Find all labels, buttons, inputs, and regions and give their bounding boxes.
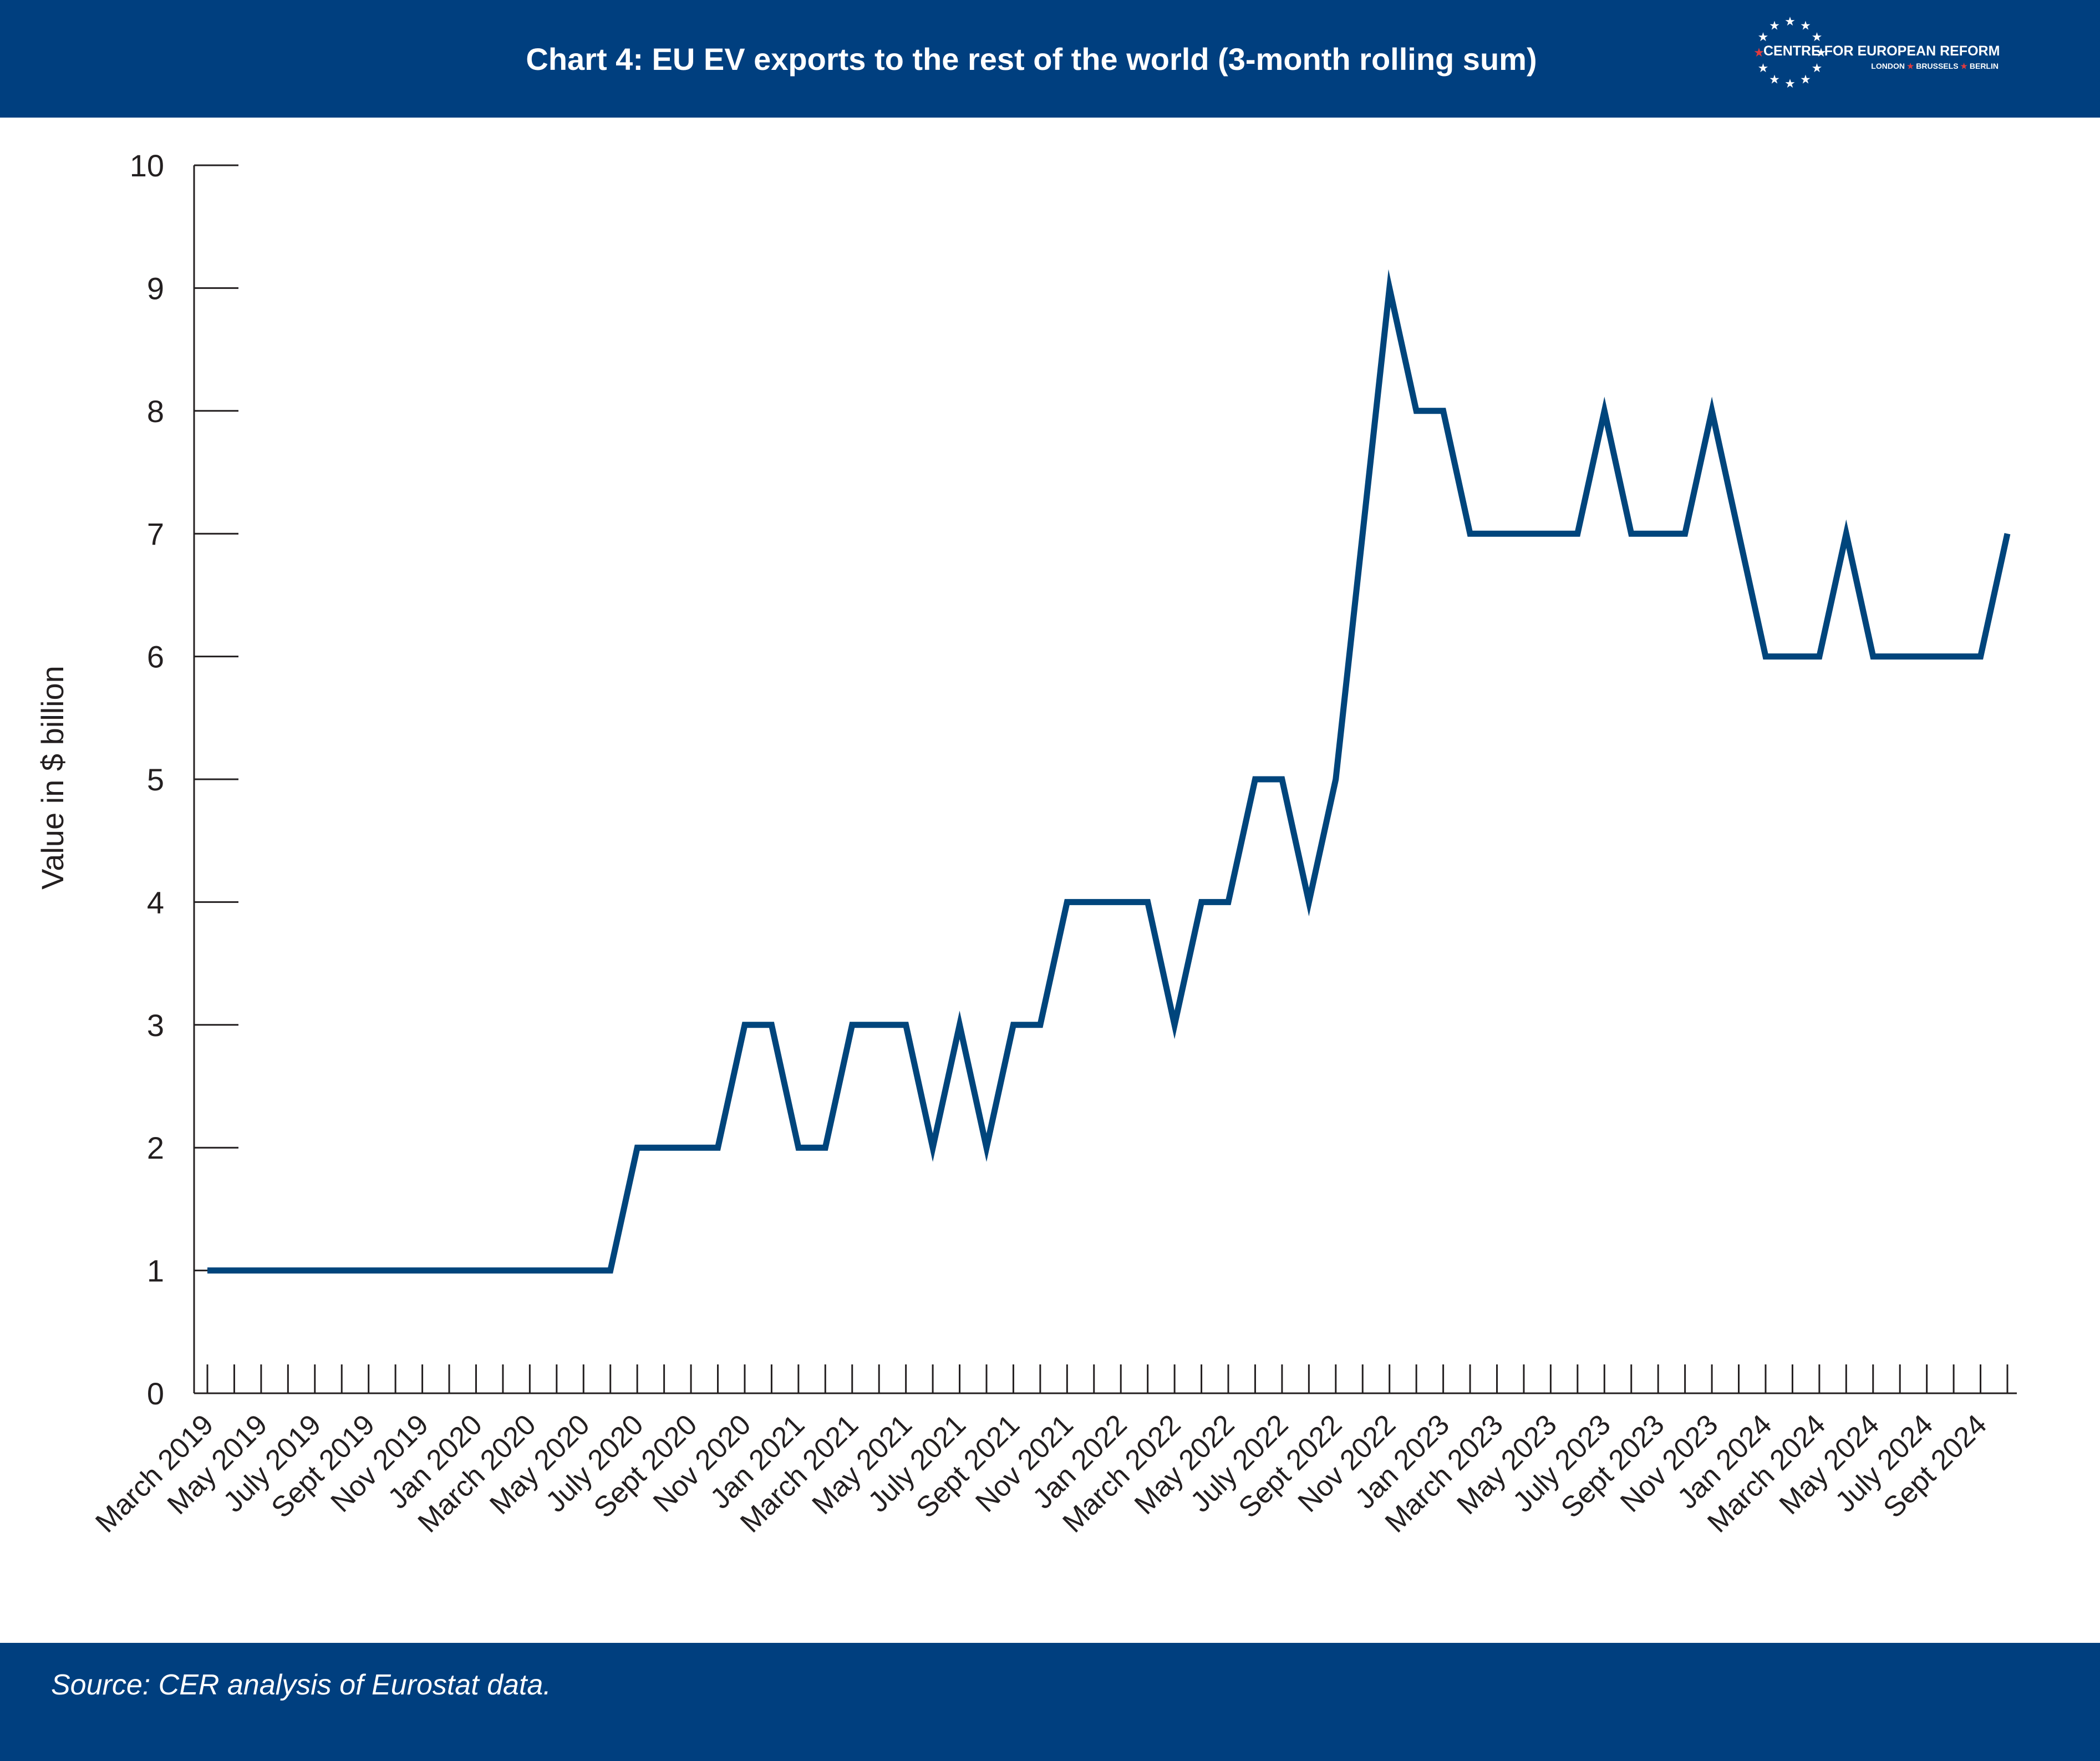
- y-tick-label: 6: [147, 640, 164, 674]
- y-tick-label: 10: [130, 148, 164, 183]
- logo-star-icon: ★: [1769, 19, 1780, 33]
- footer-bar: [0, 1643, 2100, 1761]
- logo-star-icon: ★: [1800, 73, 1811, 87]
- logo-city-london: LONDON: [1871, 62, 1905, 70]
- logo-name: CENTRE FOR EUROPEAN REFORM: [1763, 43, 2000, 59]
- logo-star-icon: ★: [1812, 31, 1823, 44]
- header-bar: [0, 0, 2100, 118]
- y-axis-label: Value in $ billion: [35, 666, 70, 890]
- y-tick-label: 7: [147, 516, 164, 551]
- eu-stars-icon: ★ ★★★★★★★★★★★: [1753, 15, 1827, 91]
- logo-city-berlin: BERLIN: [1970, 62, 1999, 70]
- y-axis: 0 1 2 3 4 5 6 7 8 9 10: [130, 148, 238, 1411]
- y-tick-label: 3: [147, 1008, 164, 1043]
- logo-star-icon: ★: [1784, 77, 1796, 91]
- y-tick-label: 2: [147, 1130, 164, 1165]
- logo-star-icon: ★: [1758, 31, 1769, 44]
- logo-city-brussels: BRUSSELS: [1916, 62, 1958, 70]
- logo-star-icon: ★: [1784, 15, 1796, 29]
- source-note: Source: CER analysis of Eurostat data.: [51, 1669, 551, 1701]
- logo-star-icon: ★: [1758, 62, 1769, 75]
- logo-star-icon: ★: [1769, 73, 1780, 87]
- logo-star-icon: ★: [1753, 46, 1765, 60]
- y-tick-label: 9: [147, 271, 164, 306]
- y-tick-label: 4: [147, 885, 164, 920]
- y-tick-label: 0: [147, 1376, 164, 1411]
- logo-cities: LONDON ★ BRUSSELS ★ BERLIN: [1871, 62, 1999, 70]
- series-line: [207, 269, 2011, 1274]
- y-tick-label: 1: [147, 1253, 164, 1288]
- y-tick-label: 5: [147, 762, 164, 797]
- chart-title: Chart 4: EU EV exports to the rest of th…: [526, 42, 1537, 77]
- logo-star-icon: ★: [1800, 19, 1811, 33]
- y-tick-label: 8: [147, 394, 164, 429]
- cer-logo: ★ ★★★★★★★★★★★ CENTRE FOR EUROPEAN REFORM …: [1753, 15, 2000, 91]
- logo-star-icon: ★: [1816, 46, 1827, 60]
- logo-star-icon: ★: [1812, 62, 1823, 75]
- series-layer: [207, 269, 2011, 1274]
